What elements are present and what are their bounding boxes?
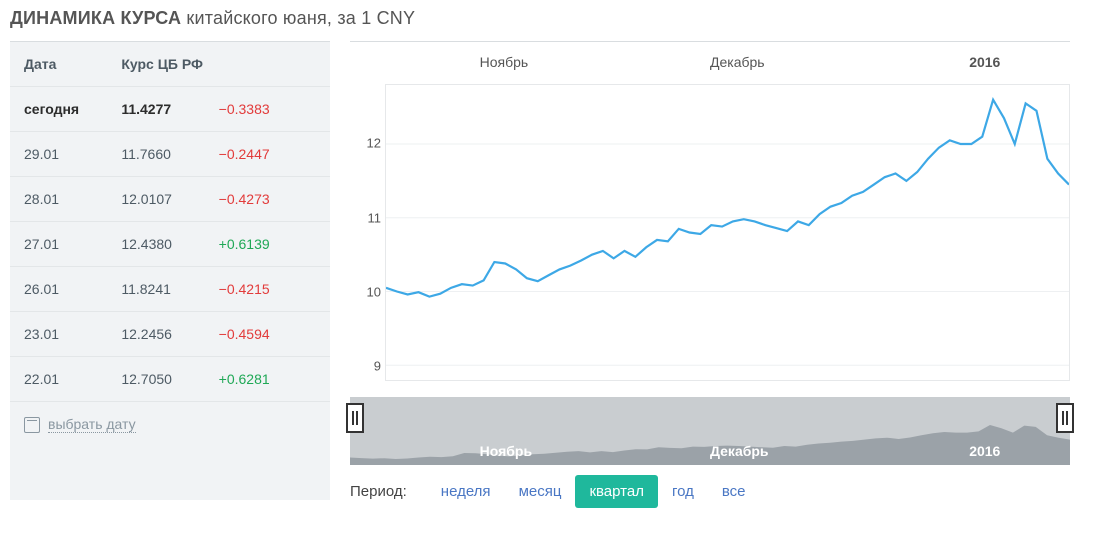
period-option-all[interactable]: все [708, 475, 760, 508]
cell-delta: +0.6139 [219, 236, 316, 252]
cell-rate: 11.7660 [121, 146, 218, 162]
cell-rate: 11.4277 [121, 101, 218, 117]
y-tick: 11 [368, 210, 382, 225]
period-option-year[interactable]: год [658, 475, 708, 508]
y-tick: 12 [367, 136, 381, 151]
page-title: ДИНАМИКА КУРСА китайского юаня, за 1 CNY [10, 8, 1089, 29]
table-row: 22.0112.7050+0.6281 [10, 357, 330, 402]
period-selector: Период: неделямесяцкварталгодвсе [350, 483, 1089, 500]
cell-date: 27.01 [24, 236, 121, 252]
cell-rate: 12.7050 [121, 371, 218, 387]
cell-delta: −0.4215 [219, 281, 316, 297]
cell-date: 26.01 [24, 281, 121, 297]
table-header: Дата Курс ЦБ РФ [10, 42, 330, 87]
cell-rate: 11.8241 [121, 281, 218, 297]
cell-rate: 12.0107 [121, 191, 218, 207]
plot-area [385, 84, 1070, 381]
table-row: 26.0111.8241−0.4215 [10, 267, 330, 312]
rate-table: Дата Курс ЦБ РФ сегодня11.4277−0.338329.… [10, 41, 330, 500]
overview-label: 2016 [969, 443, 1000, 459]
pick-date-button[interactable]: выбрать дату [10, 402, 330, 447]
period-label: Период: [350, 483, 407, 500]
x-label: Декабрь [710, 54, 765, 70]
range-handle-right[interactable] [1056, 403, 1074, 433]
title-prefix: ДИНАМИКА КУРСА [10, 8, 181, 28]
period-option-month[interactable]: месяц [505, 475, 576, 508]
cell-date: 29.01 [24, 146, 121, 162]
y-tick: 10 [367, 284, 381, 299]
cell-delta: −0.2447 [219, 146, 316, 162]
cell-delta: −0.3383 [219, 101, 316, 117]
pick-date-label: выбрать дату [48, 416, 136, 433]
overview-label: Декабрь [710, 443, 769, 459]
table-row: 27.0112.4380+0.6139 [10, 222, 330, 267]
cell-rate: 12.2456 [121, 326, 218, 342]
cell-delta: −0.4273 [219, 191, 316, 207]
col-header-date: Дата [24, 56, 121, 72]
x-axis-labels: Ноябрь Декабрь 2016 [350, 54, 1070, 74]
cell-date: 22.01 [24, 371, 121, 387]
title-suffix: китайского юаня, за 1 CNY [186, 8, 415, 28]
table-row: сегодня11.4277−0.3383 [10, 87, 330, 132]
overview-strip[interactable]: Ноябрь Декабрь 2016 [350, 397, 1070, 465]
y-tick: 9 [374, 359, 381, 374]
period-option-quarter[interactable]: квартал [575, 475, 658, 508]
table-row: 28.0112.0107−0.4273 [10, 177, 330, 222]
rate-chart[interactable]: Ноябрь Декабрь 2016 9 10 11 12 [350, 41, 1070, 391]
chart-panel: Ноябрь Декабрь 2016 9 10 11 12 Ноябрь Декабрь 2… [350, 41, 1089, 500]
calendar-icon [24, 417, 40, 433]
overview-label: Ноябрь [480, 443, 532, 459]
cell-date: сегодня [24, 101, 121, 117]
table-row: 23.0112.2456−0.4594 [10, 312, 330, 357]
cell-delta: +0.6281 [219, 371, 316, 387]
y-axis-labels: 9 10 11 12 [355, 84, 383, 381]
table-row: 29.0111.7660−0.2447 [10, 132, 330, 177]
col-header-rate: Курс ЦБ РФ [121, 56, 218, 72]
period-option-week[interactable]: неделя [427, 475, 505, 508]
cell-date: 28.01 [24, 191, 121, 207]
range-handle-left[interactable] [346, 403, 364, 433]
cell-date: 23.01 [24, 326, 121, 342]
cell-delta: −0.4594 [219, 326, 316, 342]
cell-rate: 12.4380 [121, 236, 218, 252]
x-label: 2016 [969, 54, 1000, 70]
x-label: Ноябрь [480, 54, 529, 70]
